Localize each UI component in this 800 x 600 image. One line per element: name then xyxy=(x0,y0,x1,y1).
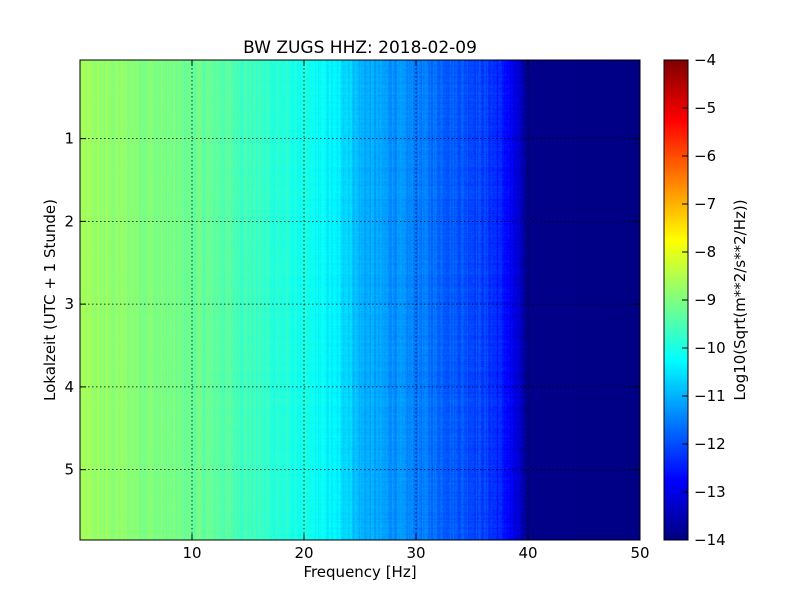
colorbar-tick-label: −13 xyxy=(694,483,726,501)
colorbar-tick-label: −5 xyxy=(694,99,716,117)
y-tick-label: 4 xyxy=(64,378,74,396)
y-axis-label: Lokalzeit (UTC + 1 Stunde) xyxy=(41,199,59,401)
y-tick-label: 3 xyxy=(64,295,74,313)
colorbar-tick-label: −10 xyxy=(694,339,726,357)
y-tick-label: 1 xyxy=(64,130,74,148)
plot-frame xyxy=(79,59,641,541)
x-axis-ticks: 10 20 30 40 50 xyxy=(182,60,650,562)
chart-title: BW ZUGS HHZ: 2018-02-09 xyxy=(243,38,477,58)
y-tick-label: 5 xyxy=(64,461,74,479)
colorbar-tick-label: −11 xyxy=(694,387,726,405)
colorbar-tick-label: −12 xyxy=(694,435,726,453)
x-tick-label: 40 xyxy=(518,544,537,562)
colorbar-tick-label: −6 xyxy=(694,147,716,165)
x-axis-label: Frequency [Hz] xyxy=(303,563,416,581)
colorbar: −4 −5 −6 −7 −8 −9 −10 −11 −12 −13 −14 xyxy=(663,51,726,549)
colorbar-tick-label: −14 xyxy=(694,531,726,549)
colorbar-ticks: −4 −5 −6 −7 −8 −9 −10 −11 −12 −13 −14 xyxy=(682,51,726,549)
y-tick-label: 2 xyxy=(64,212,74,230)
y-axis-ticks: 1 2 3 4 5 xyxy=(64,130,640,479)
grid-lines xyxy=(80,60,640,540)
colorbar-tick-label: −9 xyxy=(694,291,716,309)
colorbar-tick-label: −7 xyxy=(694,195,716,213)
x-tick-label: 50 xyxy=(630,544,649,562)
colorbar-tick-label: −4 xyxy=(694,51,716,69)
x-tick-label: 30 xyxy=(406,544,425,562)
spectrogram-plot: 10 20 30 40 50 1 2 3 4 5 xyxy=(64,59,650,562)
x-tick-label: 20 xyxy=(294,544,313,562)
colorbar-label: Log10(Sqrt(m**2/s**2/Hz)) xyxy=(731,199,749,400)
spectrogram-heatmap xyxy=(80,60,640,540)
x-tick-label: 10 xyxy=(182,544,201,562)
colorbar-tick-label: −8 xyxy=(694,243,716,261)
